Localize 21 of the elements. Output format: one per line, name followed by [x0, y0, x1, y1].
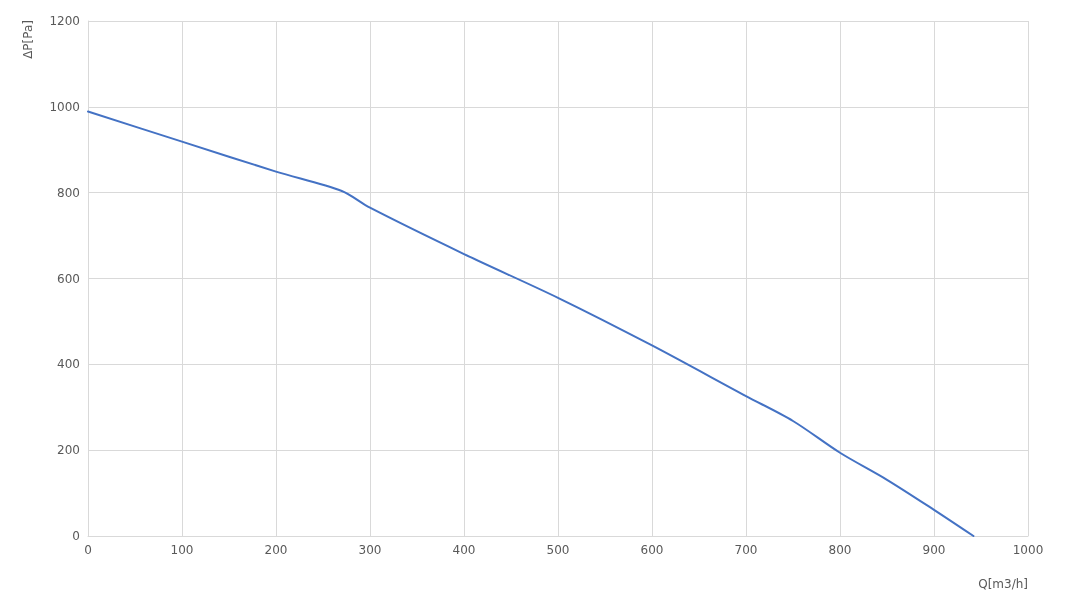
x-tick-label: 100 — [170, 543, 194, 557]
y-tick-label: 1000 — [49, 99, 80, 114]
x-tick-label: 1000 — [1012, 543, 1044, 557]
x-tick-label: 400 — [452, 543, 476, 557]
y-axis-title: ΔP[Pa] — [21, 20, 35, 59]
x-tick-label: 600 — [640, 543, 664, 557]
line-series — [87, 110, 975, 537]
y-tick-label: 800 — [57, 185, 80, 200]
y-tick-label: 400 — [57, 357, 80, 372]
x-axis-title: Q[m3/h] — [978, 577, 1028, 591]
x-tick-label: 300 — [358, 543, 382, 557]
y-tick-label: 200 — [57, 443, 80, 458]
y-tick-label: 600 — [57, 271, 80, 286]
x-tick-label: 800 — [828, 543, 852, 557]
x-tick-label: 200 — [264, 543, 288, 557]
x-tick-label: 500 — [546, 543, 570, 557]
x-tick-label: 700 — [734, 543, 758, 557]
y-tick-label: 0 — [72, 529, 80, 543]
x-tick-label: 900 — [922, 543, 946, 557]
y-tick-label: 1200 — [49, 14, 80, 28]
x-tick-label: 0 — [84, 543, 92, 557]
